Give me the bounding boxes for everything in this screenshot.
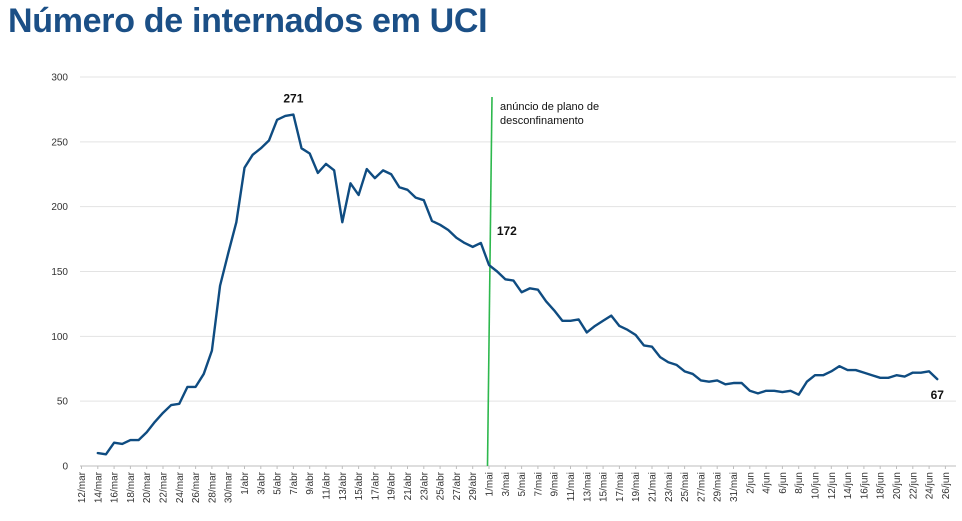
x-tick-label: 31/mai: [729, 472, 740, 502]
x-tick-label: 14/jun: [843, 472, 854, 499]
x-tick-label: 11/abr: [322, 471, 333, 499]
y-axis-ticks: 0 50 100 150 200 250 300: [51, 73, 68, 473]
x-tick-label: 19/mai: [631, 472, 642, 502]
event-marker-line: [486, 96, 493, 467]
x-tick-label: 15/mai: [599, 472, 610, 502]
y-tick-label: 50: [57, 397, 69, 408]
x-tick-label: 23/abr: [419, 471, 430, 500]
x-tick-label: 16/mar: [110, 471, 121, 503]
grid-lines: [80, 76, 956, 467]
x-tick-label: 7/abr: [289, 471, 300, 494]
x-tick-label: 18/mar: [126, 471, 137, 503]
x-tick-label: 30/mar: [224, 471, 235, 503]
x-tick-label: 20/jun: [892, 472, 903, 499]
x-tick-label: 27/mai: [696, 472, 707, 502]
x-tick-label: 12/mar: [77, 471, 88, 503]
x-tick-label: 24/mar: [175, 471, 186, 503]
x-tick-label: 3/abr: [256, 471, 267, 494]
x-tick-label: 4/jun: [762, 472, 773, 494]
x-tick-label: 26/mar: [191, 471, 202, 503]
x-tick-label: 16/jun: [859, 472, 870, 499]
x-tick-label: 26/jun: [941, 472, 952, 499]
x-tick-label: 6/jun: [778, 472, 789, 494]
x-tick-label: 17/mai: [615, 472, 626, 502]
x-tick-label: 7/mai: [533, 472, 544, 496]
x-tick-label: 9/mai: [550, 472, 561, 496]
x-tick-label: 28/mar: [207, 471, 218, 503]
y-tick-label: 150: [51, 267, 68, 278]
event-annotation-line-1: anúncio de plano de: [500, 101, 599, 113]
x-tick-label: 18/jun: [876, 472, 887, 499]
x-axis-ticks: 12/mar 14/mar 16/mar 18/mar 20/mar 22/mar 24/m…: [77, 466, 952, 503]
data-label: 271: [283, 92, 303, 106]
y-tick-label: 200: [51, 202, 68, 213]
x-tick-label: 22/mar: [159, 471, 170, 503]
x-tick-label: 17/abr: [370, 471, 381, 500]
event-annotation-line-2: desconfinamento: [500, 115, 584, 127]
x-tick-label: 19/abr: [387, 471, 398, 500]
x-tick-label: 25/mai: [680, 472, 691, 502]
x-tick-label: 1/mai: [485, 472, 496, 496]
x-tick-label: 12/jun: [827, 472, 838, 499]
x-tick-label: 29/mai: [713, 472, 724, 502]
y-tick-label: 300: [51, 73, 68, 84]
event-annotation: anúncio de plano de desconfinamento: [500, 101, 602, 127]
x-tick-label: 25/abr: [436, 471, 447, 500]
x-tick-label: 29/abr: [468, 471, 479, 500]
x-tick-label: 13/abr: [338, 471, 349, 500]
x-tick-label: 24/jun: [925, 472, 936, 499]
x-tick-label: 8/jun: [794, 472, 805, 494]
x-tick-label: 14/mar: [93, 471, 104, 503]
chart-title: Número de internados em UCI: [8, 2, 488, 40]
x-tick-label: 2/jun: [745, 472, 756, 494]
data-label: 172: [497, 224, 517, 238]
x-tick-label: 3/mai: [501, 472, 512, 496]
data-labels: 271 172 67: [283, 92, 944, 403]
x-tick-label: 22/jun: [908, 472, 919, 499]
x-tick-label: 21/mai: [648, 472, 659, 502]
x-tick-label: 15/abr: [354, 471, 365, 500]
x-tick-label: 10/jun: [811, 472, 822, 499]
x-tick-label: 11/mai: [566, 472, 577, 501]
y-tick-label: 0: [62, 462, 68, 473]
series-line-uci: [96, 113, 939, 456]
x-tick-label: 23/mai: [664, 472, 675, 502]
data-label: 67: [931, 388, 945, 402]
x-tick-label: 27/abr: [452, 471, 463, 500]
x-tick-label: 5/mai: [517, 472, 528, 496]
y-tick-label: 100: [51, 332, 68, 343]
x-tick-label: 9/abr: [305, 471, 316, 494]
x-tick-label: 1/abr: [240, 471, 251, 494]
x-tick-label: 20/mar: [142, 471, 153, 503]
x-tick-label: 21/abr: [403, 471, 414, 500]
x-tick-label: 13/mai: [582, 472, 593, 502]
x-tick-label: 5/abr: [273, 471, 284, 494]
y-tick-label: 250: [51, 137, 68, 148]
